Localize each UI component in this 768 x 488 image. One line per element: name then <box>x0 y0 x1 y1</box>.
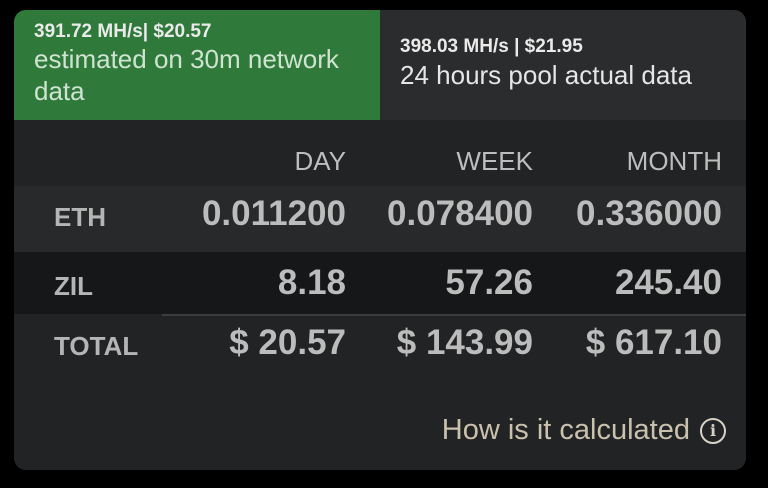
zil-week-value: 57.26 <box>445 263 533 302</box>
total-month-value: $ 617.10 <box>585 323 722 362</box>
column-header-day: DAY <box>294 146 346 176</box>
total-day-value: $ 20.57 <box>229 323 346 362</box>
tab-actual-hashrate: 398.03 MH/s | $21.95 <box>400 36 583 57</box>
eth-day-value: 0.011200 <box>201 194 346 233</box>
how-calculated-link[interactable]: How is it calculated i <box>442 414 726 447</box>
row-label-zil: ZIL <box>54 271 93 301</box>
eth-week-value: 0.078400 <box>387 194 533 233</box>
row-label-eth: ETH <box>54 202 106 232</box>
column-header-week: WEEK <box>456 146 533 176</box>
zil-day-value: 8.18 <box>277 263 346 302</box>
table-row-zil <box>14 252 746 314</box>
how-calculated-label: How is it calculated <box>441 414 690 446</box>
table-row-eth <box>14 186 746 252</box>
data-source-tabs: 391.72 MH/s| $20.57 estimated on 30m net… <box>14 10 746 120</box>
zil-month-value: 245.40 <box>614 263 722 302</box>
tab-actual[interactable]: 398.03 MH/s | $21.95 24 hours pool actua… <box>380 10 746 120</box>
column-header-month: MONTH <box>626 146 722 176</box>
row-label-total: TOTAL <box>54 331 139 361</box>
profitability-card: 391.72 MH/s| $20.57 estimated on 30m net… <box>14 10 746 470</box>
tab-estimated[interactable]: 391.72 MH/s| $20.57 estimated on 30m net… <box>14 10 380 120</box>
tab-estimated-hashrate: 391.72 MH/s| $20.57 <box>34 21 212 42</box>
total-divider <box>162 314 746 316</box>
total-week-value: $ 143.99 <box>396 323 533 362</box>
info-icon: i <box>700 417 726 444</box>
tab-estimated-label: estimated on 30m network data <box>34 44 339 106</box>
eth-month-value: 0.336000 <box>576 194 722 233</box>
tab-actual-label: 24 hours pool actual data <box>400 60 692 90</box>
